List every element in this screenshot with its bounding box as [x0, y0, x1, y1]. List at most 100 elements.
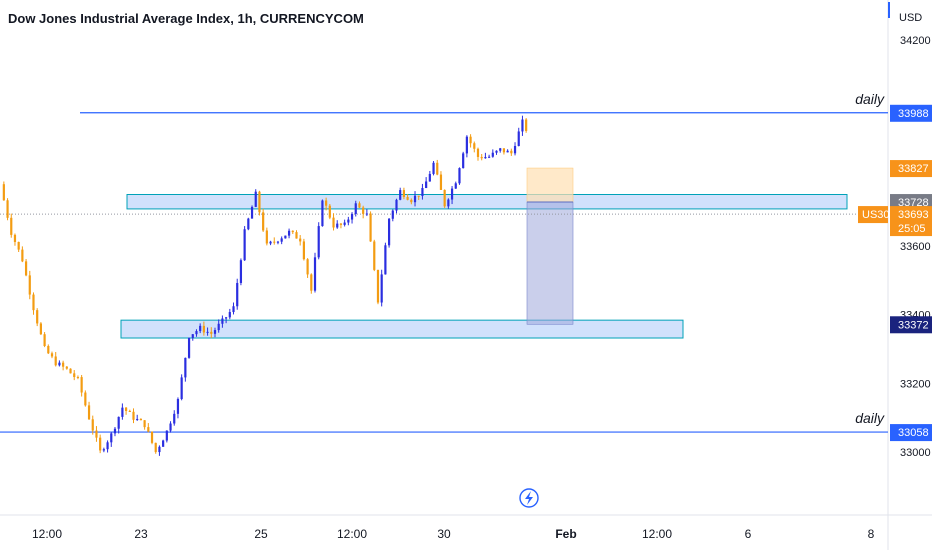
y-tick-label: 33000 [900, 447, 931, 459]
symbol-tag-text: US30 [862, 209, 890, 221]
candle-body [284, 235, 287, 239]
candle-body [265, 230, 268, 244]
x-tick-label: 6 [745, 527, 752, 541]
candle-body [399, 190, 402, 200]
candle-body [369, 213, 372, 242]
candle-body [421, 188, 424, 196]
candle-body [310, 274, 313, 291]
candle-body [139, 418, 143, 421]
candle-body [469, 136, 472, 144]
candle-body [102, 449, 105, 451]
candle-body [354, 203, 357, 214]
candle-body [180, 377, 183, 400]
candle-body [143, 420, 146, 428]
candle-body [113, 428, 117, 434]
price-axis-tag-text: 33728 [898, 197, 929, 209]
candle-body [432, 162, 435, 174]
price-axis-tag [890, 160, 932, 178]
candle-body [76, 377, 80, 379]
candle-body [136, 418, 139, 420]
candle-body [336, 223, 339, 228]
candle-body [117, 416, 120, 429]
candle-body [387, 218, 391, 246]
candle-body [402, 190, 406, 198]
candle-body [258, 191, 261, 213]
candle-body [262, 212, 265, 231]
candle-body [28, 275, 31, 295]
y-tick-label: 34200 [900, 35, 931, 47]
candle-body [62, 362, 65, 367]
candle-body [2, 184, 5, 201]
candle-body [17, 241, 20, 250]
candle-body [328, 205, 331, 218]
candle-body [447, 199, 450, 207]
candle-body [228, 312, 231, 318]
candle-body [517, 131, 520, 146]
x-tick-label: 12:00 [642, 527, 672, 541]
candle-body [306, 259, 309, 275]
candle-body [313, 257, 317, 291]
candle-body [202, 325, 205, 333]
candle-body [391, 210, 394, 219]
candle-body [406, 197, 409, 200]
candle-body [373, 241, 376, 270]
candle-body [291, 230, 294, 233]
x-tick-label: 25 [254, 527, 268, 541]
candle-body [502, 148, 506, 153]
candle-body [65, 366, 68, 369]
candle-body [243, 229, 246, 261]
daily-level-label: daily [855, 91, 885, 107]
x-tick-label: 12:00 [337, 527, 367, 541]
candle-body [121, 407, 124, 417]
candle-body [91, 419, 94, 431]
candle-body [510, 150, 513, 154]
y-tick-label: 33200 [900, 378, 931, 390]
chart-title: Dow Jones Industrial Average Index, 1h, … [8, 11, 364, 26]
candle-body [173, 413, 176, 424]
candle-body [199, 325, 202, 332]
candle-body [162, 440, 165, 447]
candle-body [39, 323, 42, 335]
candle-body [413, 195, 417, 203]
candle-body [436, 162, 439, 175]
candle-body [480, 156, 483, 159]
candle-body [273, 241, 276, 243]
candle-body [169, 423, 172, 431]
candle-body [410, 199, 413, 203]
candle-body [69, 368, 72, 374]
candle-body [195, 331, 198, 335]
candle-body [6, 200, 9, 218]
price-axis-tag-text: 33827 [898, 163, 929, 175]
candle-body [239, 260, 243, 283]
candle-body [425, 181, 428, 189]
candle-body [132, 411, 135, 420]
support-resistance-zone [126, 194, 848, 210]
daily-level-label: daily [855, 410, 885, 426]
candle-body [513, 145, 517, 154]
price-axis-tag [890, 424, 932, 442]
candle-body [450, 188, 454, 200]
candle-body [176, 399, 180, 414]
candle-body [128, 410, 131, 412]
candle-body [80, 377, 83, 393]
current-price-text: 33693 [898, 209, 929, 221]
x-tick-label: 12:00 [32, 527, 62, 541]
candle-body [36, 310, 39, 324]
candle-body [165, 430, 168, 441]
candle-body [232, 306, 235, 313]
candle-body [299, 238, 302, 242]
candle-body [332, 217, 335, 228]
candle-body [287, 230, 291, 236]
candle-body [213, 330, 217, 334]
candle-body [269, 241, 272, 244]
candle-body [376, 269, 380, 303]
lightning-icon [519, 488, 539, 508]
symbol-tag [858, 206, 888, 224]
candle-body [465, 136, 468, 154]
candle-body [10, 217, 13, 235]
candle-body [187, 337, 191, 358]
currency-label: USD [899, 12, 922, 24]
candle-body [13, 234, 17, 242]
candle-body [491, 152, 494, 157]
